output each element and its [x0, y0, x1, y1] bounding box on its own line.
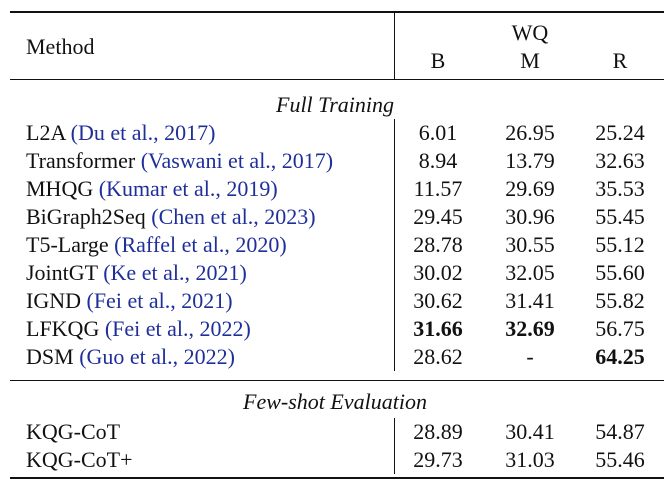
score-cell: 30.55	[505, 232, 555, 257]
citation: (Fei et al., 2021)	[86, 288, 233, 313]
score-cell: 32.63	[595, 148, 645, 173]
column-header: M	[520, 48, 540, 73]
score-cell: -	[526, 344, 534, 369]
method-name: DSM	[26, 344, 74, 369]
method-name: IGND	[26, 288, 81, 313]
method-cell: MHQG (Kumar et al., 2019)	[26, 178, 278, 200]
score-cell: 30.62	[413, 288, 463, 313]
method-name: MHQG	[26, 176, 94, 201]
score-cell: 28.89	[413, 419, 463, 444]
column-divider	[394, 13, 395, 79]
score-cell: 55.82	[595, 288, 645, 313]
score-cell: 56.75	[595, 316, 645, 341]
score-cell: 30.02	[413, 260, 463, 285]
citation: (Chen et al., 2023)	[151, 204, 316, 229]
score-cell: 8.94	[418, 148, 458, 173]
method-cell: L2A (Du et al., 2017)	[26, 122, 215, 144]
score-cell: 28.78	[413, 232, 463, 257]
method-cell: IGND (Fei et al., 2021)	[26, 290, 233, 312]
score-cell: 28.62	[413, 344, 463, 369]
method-cell: KQG-CoT+	[26, 449, 133, 471]
score-cell: 6.01	[418, 120, 458, 145]
method-cell: T5-Large (Raffel et al., 2020)	[26, 234, 287, 256]
citation: (Vaswani et al., 2017)	[140, 148, 334, 173]
top-rule	[10, 11, 664, 13]
score-cell: 64.25	[595, 344, 645, 369]
score-cell: 32.05	[505, 260, 555, 285]
score-cell: 54.87	[595, 419, 645, 444]
method-name: JointGT	[26, 260, 98, 285]
method-cell: LFKQG (Fei et al., 2022)	[26, 318, 251, 340]
score-cell: 55.60	[595, 260, 645, 285]
score-cell: 13.79	[505, 148, 555, 173]
citation: (Kumar et al., 2019)	[98, 176, 278, 201]
method-cell: BiGraph2Seq (Chen et al., 2023)	[26, 206, 316, 228]
header-rule	[10, 79, 664, 80]
method-cell: JointGT (Ke et al., 2021)	[26, 262, 247, 284]
method-name: KQG-CoT	[26, 419, 121, 444]
score-cell: 26.95	[505, 120, 555, 145]
method-name: KQG-CoT+	[26, 447, 133, 472]
method-name: LFKQG	[26, 316, 100, 341]
score-cell: 25.24	[595, 120, 645, 145]
score-cell: 55.45	[595, 204, 645, 229]
score-cell: 29.45	[413, 204, 463, 229]
method-name: T5-Large	[26, 232, 109, 257]
section-title: Few-shot Evaluation	[243, 389, 427, 414]
method-cell: DSM (Guo et al., 2022)	[26, 346, 235, 368]
method-cell: Transformer (Vaswani et al., 2017)	[26, 150, 333, 172]
section-title: Full Training	[276, 92, 394, 117]
method-name: Transformer	[26, 148, 136, 173]
score-cell: 29.73	[413, 447, 463, 472]
score-cell: 55.46	[595, 447, 645, 472]
score-cell: 31.66	[413, 316, 463, 341]
section-rule	[10, 380, 664, 381]
score-cell: 32.69	[505, 316, 555, 341]
column-header: R	[612, 48, 628, 73]
method-name: BiGraph2Seq	[26, 204, 146, 229]
column-divider	[394, 418, 395, 474]
method-name: L2A	[26, 120, 66, 145]
score-cell: 11.57	[413, 176, 463, 201]
citation: (Ke et al., 2021)	[103, 260, 247, 285]
method-header: Method	[26, 34, 95, 59]
score-cell: 30.41	[505, 419, 555, 444]
citation: (Guo et al., 2022)	[79, 344, 235, 369]
score-cell: 30.96	[505, 204, 555, 229]
score-cell: 55.12	[595, 232, 645, 257]
score-cell: 29.69	[505, 176, 555, 201]
score-cell: 31.41	[505, 288, 555, 313]
citation: (Raffel et al., 2020)	[114, 232, 287, 257]
column-divider	[394, 119, 395, 371]
column-header: B	[430, 48, 446, 73]
citation: (Du et al., 2017)	[70, 120, 216, 145]
group-header: WQ	[511, 20, 549, 45]
bottom-rule	[10, 477, 664, 479]
method-cell: KQG-CoT	[26, 421, 120, 443]
score-cell: 35.53	[595, 176, 645, 201]
citation: (Fei et al., 2022)	[104, 316, 251, 341]
score-cell: 31.03	[505, 447, 555, 472]
